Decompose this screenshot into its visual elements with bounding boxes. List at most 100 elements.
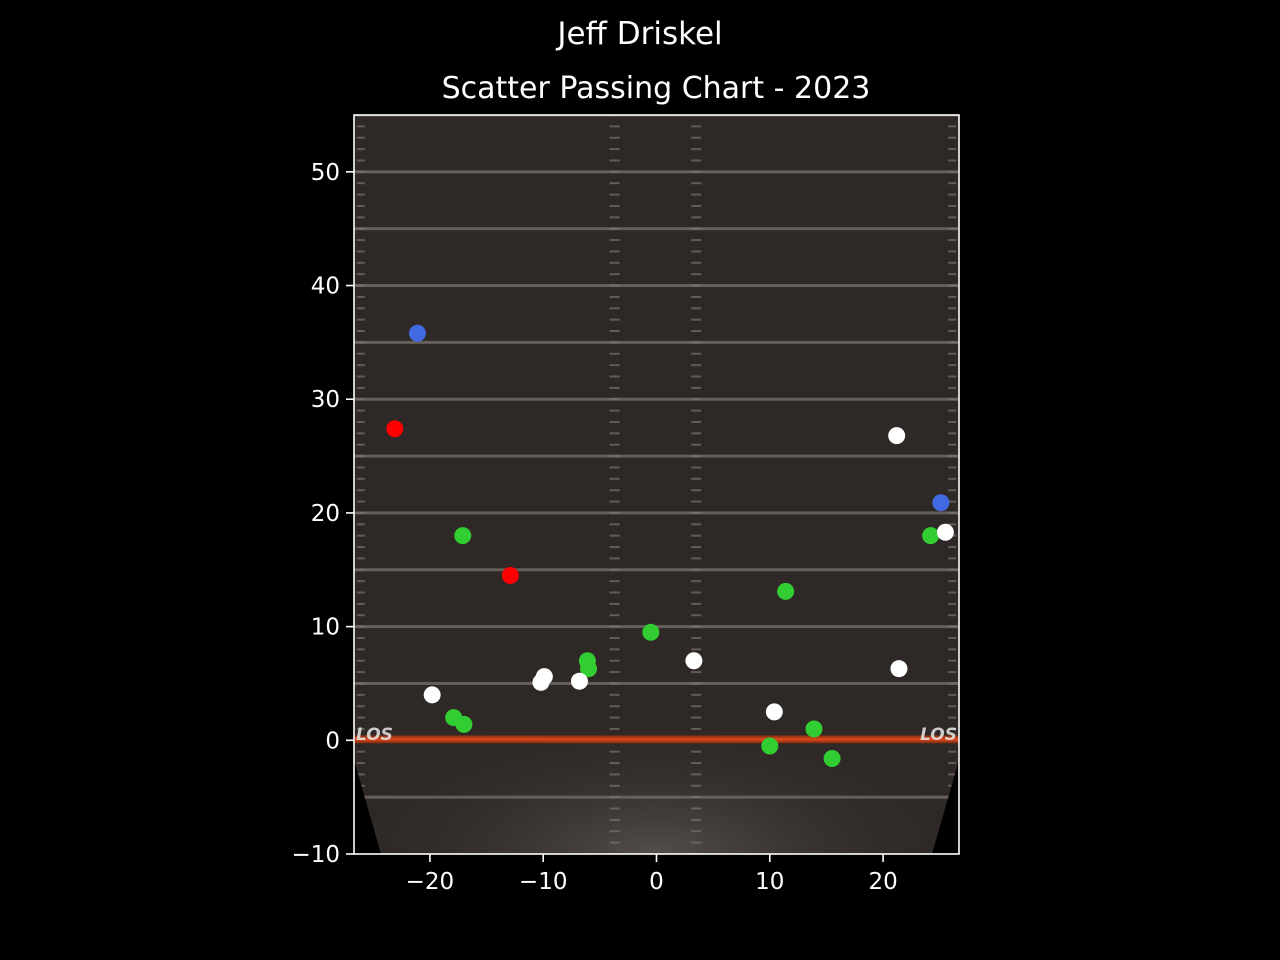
hash-mark — [356, 352, 365, 355]
hash-mark — [948, 727, 957, 730]
field-edge-left — [354, 760, 381, 854]
y-tick-label: 20 — [311, 501, 340, 527]
hash-mark — [356, 546, 365, 549]
line-of-scrimmage — [354, 735, 959, 744]
hash-mark — [691, 284, 702, 287]
hash-mark — [691, 671, 702, 674]
hash-mark — [609, 557, 620, 560]
hash-mark — [609, 807, 620, 810]
hash-mark — [356, 318, 365, 321]
hash-mark — [691, 784, 702, 787]
hash-mark — [356, 762, 365, 765]
hash-mark — [691, 625, 702, 628]
hash-marks — [356, 115, 957, 854]
hash-mark — [691, 477, 702, 480]
data-point — [823, 749, 841, 767]
hash-mark — [691, 750, 702, 753]
hash-mark — [691, 580, 702, 583]
data-point — [423, 686, 441, 704]
x-tick-label: −10 — [519, 869, 568, 895]
plot-area: LOS LOS — [354, 115, 959, 854]
hash-mark — [948, 136, 957, 139]
hash-mark — [948, 170, 957, 173]
hash-mark — [691, 239, 702, 242]
hash-mark — [948, 239, 957, 242]
hash-mark — [356, 511, 365, 514]
hash-mark — [356, 466, 365, 469]
hash-mark — [356, 534, 365, 537]
hash-mark — [691, 682, 702, 685]
hash-mark — [609, 591, 620, 594]
hash-mark — [948, 273, 957, 276]
hash-mark — [948, 659, 957, 662]
hash-mark — [609, 750, 620, 753]
hash-mark — [691, 489, 702, 492]
hash-mark — [691, 261, 702, 264]
hash-mark — [356, 284, 365, 287]
hash-mark — [356, 568, 365, 571]
hash-mark — [691, 636, 702, 639]
chart-title: Scatter Passing Chart - 2023 — [442, 71, 871, 106]
hash-mark — [609, 398, 620, 401]
hash-mark — [691, 318, 702, 321]
hash-mark — [948, 227, 957, 230]
data-point — [408, 324, 426, 342]
hash-mark — [691, 409, 702, 412]
data-point — [570, 672, 588, 690]
hash-mark — [609, 500, 620, 503]
x-tick-label: 0 — [649, 869, 664, 895]
hash-mark — [609, 386, 620, 389]
hash-mark — [609, 682, 620, 685]
hash-mark — [691, 523, 702, 526]
hash-mark — [356, 614, 365, 617]
hash-mark — [691, 705, 702, 708]
hash-mark — [356, 375, 365, 378]
hash-mark — [609, 762, 620, 765]
los-label-right: LOS — [920, 725, 957, 745]
scatter-points — [386, 324, 954, 767]
x-tick-label: 10 — [755, 869, 784, 895]
hash-mark — [356, 750, 365, 753]
hash-mark — [948, 591, 957, 594]
hash-mark — [609, 636, 620, 639]
x-axis: −20 −10 0 10 20 — [406, 854, 898, 895]
y-tick-label: 50 — [311, 160, 340, 186]
hash-mark — [609, 330, 620, 333]
hash-mark — [691, 443, 702, 446]
hash-mark — [356, 295, 365, 298]
yard-line — [354, 681, 959, 685]
data-point — [642, 623, 660, 641]
hash-mark — [948, 500, 957, 503]
hash-mark — [356, 193, 365, 196]
hash-mark — [609, 125, 620, 128]
hash-mark — [948, 705, 957, 708]
yard-line — [354, 511, 959, 515]
hash-mark — [948, 466, 957, 469]
hash-mark — [609, 511, 620, 514]
hash-mark — [948, 443, 957, 446]
y-axis: −10 0 10 20 30 40 50 — [291, 160, 354, 868]
hash-mark — [691, 250, 702, 253]
hash-mark — [691, 546, 702, 549]
hash-mark — [948, 580, 957, 583]
hash-mark — [609, 602, 620, 605]
hash-mark — [609, 580, 620, 583]
yard-line — [354, 397, 959, 401]
hash-mark — [948, 546, 957, 549]
hash-mark — [609, 659, 620, 662]
hash-mark — [356, 659, 365, 662]
hash-mark — [691, 500, 702, 503]
hash-mark — [609, 796, 620, 799]
hash-mark — [948, 148, 957, 151]
hash-mark — [948, 523, 957, 526]
hash-mark — [609, 534, 620, 537]
hash-mark — [356, 625, 365, 628]
hash-mark — [948, 159, 957, 162]
hash-mark — [609, 216, 620, 219]
hash-mark — [356, 330, 365, 333]
yard-line — [354, 170, 959, 174]
hash-mark — [691, 364, 702, 367]
hash-mark — [609, 693, 620, 696]
yard-line — [354, 795, 959, 799]
